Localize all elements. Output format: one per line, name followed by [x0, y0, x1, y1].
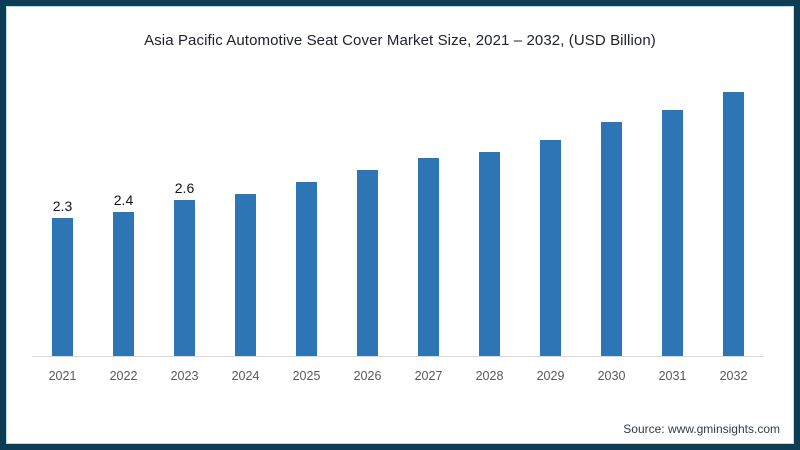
chart-title: Asia Pacific Automotive Seat Cover Marke… — [144, 32, 656, 49]
bar-slot-2021: 2.3 — [32, 68, 93, 356]
x-tick-2031: 2031 — [658, 369, 687, 383]
x-tick-2025: 2025 — [292, 369, 321, 383]
x-axis-labels: 2021 2022 2023 2024 2025 2026 2027 2028 2029 2030… — [32, 357, 764, 383]
bar-2024 — [235, 194, 256, 356]
x-tick-2022: 2022 — [109, 369, 138, 383]
x-tick-2024: 2024 — [231, 369, 260, 383]
bar-slot-2025 — [276, 68, 337, 356]
bar-2026 — [357, 170, 378, 356]
bar-slot-2028 — [459, 68, 520, 356]
bar-2027 — [418, 158, 439, 356]
bar-slot-2023: 2.6 — [154, 68, 215, 356]
bar-2032 — [723, 92, 744, 356]
bar-2031 — [662, 110, 683, 356]
bar-2028 — [479, 152, 500, 356]
source-attribution: Source: www.gminsights.com — [623, 422, 780, 436]
x-tick-2023: 2023 — [170, 369, 199, 383]
x-tick-2029: 2029 — [536, 369, 565, 383]
bar-slot-2032 — [703, 68, 764, 356]
bar-2025 — [296, 182, 317, 356]
bar-2021 — [52, 218, 73, 356]
bar-slot-2026 — [337, 68, 398, 356]
x-tick-2027: 2027 — [414, 369, 443, 383]
bar-value-label-2023: 2.6 — [174, 180, 195, 196]
bar-2023 — [174, 200, 195, 356]
bar-value-label-2021: 2.3 — [52, 198, 73, 214]
bar-slot-2030 — [581, 68, 642, 356]
bar-2029 — [540, 140, 561, 356]
bar-slot-2022: 2.4 — [93, 68, 154, 356]
x-tick-2032: 2032 — [719, 369, 748, 383]
x-tick-2030: 2030 — [597, 369, 626, 383]
bar-2022 — [113, 212, 134, 356]
bar-slot-2024 — [215, 68, 276, 356]
x-tick-2021: 2021 — [48, 369, 77, 383]
bar-2030 — [601, 122, 622, 356]
plot-area: 2.3 2.4 2.6 — [32, 68, 764, 357]
x-tick-2026: 2026 — [353, 369, 382, 383]
bar-value-label-2022: 2.4 — [113, 192, 134, 208]
bar-slot-2027 — [398, 68, 459, 356]
bar-slot-2031 — [642, 68, 703, 356]
x-tick-2028: 2028 — [475, 369, 504, 383]
bar-slot-2029 — [520, 68, 581, 356]
